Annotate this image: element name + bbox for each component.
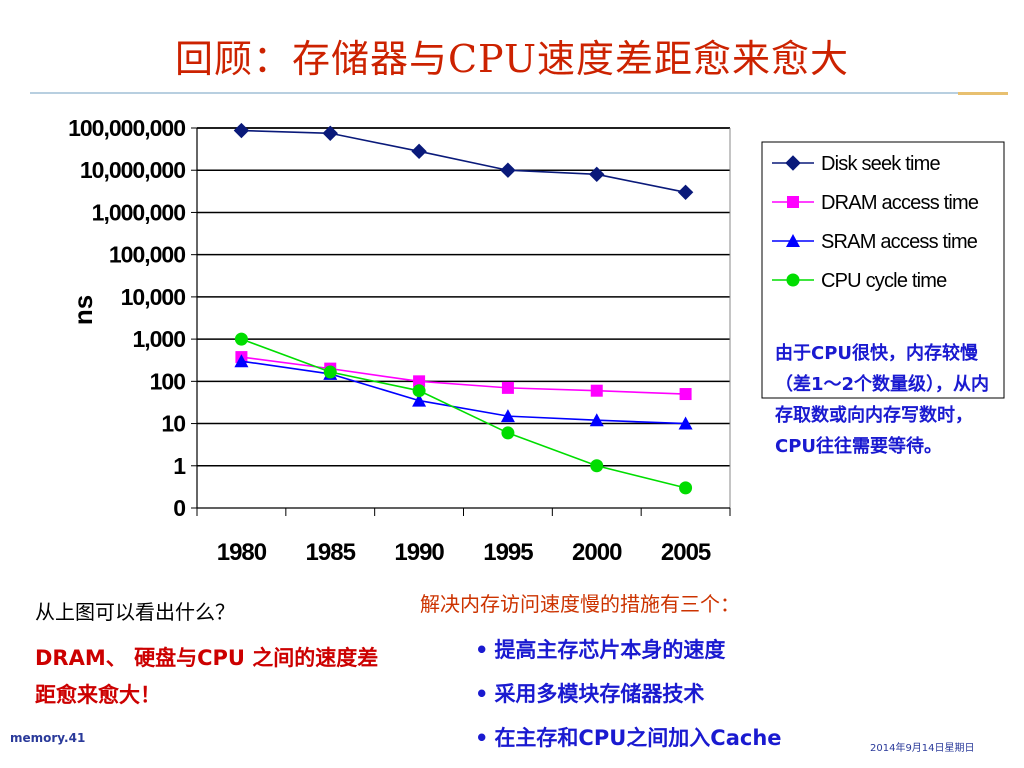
series-line — [241, 338, 686, 489]
latency-chart: 0 1 10 100 1,000 10,000 100,000 1,000,000 10,000… — [68, 115, 1005, 566]
data-point — [678, 416, 693, 430]
legend-label: Disk seek time — [821, 153, 941, 175]
x-tick-label: 1980 — [217, 539, 267, 566]
data-point — [234, 332, 248, 346]
data-point — [679, 481, 693, 495]
data-point — [500, 409, 515, 423]
series-line — [241, 360, 686, 425]
y-tick-label: 0 — [173, 495, 185, 521]
x-tick-label: 1985 — [306, 539, 356, 566]
data-point — [677, 184, 694, 201]
legend-label: CPU cycle time — [821, 270, 947, 292]
plot-area — [197, 128, 730, 508]
legend-marker — [786, 234, 800, 247]
data-point — [413, 375, 426, 388]
solutions-list: • 提高主存芯片本身的速度 • 采用多模块存储器技术 • 在主存和CPU之间加入Cac… — [475, 628, 782, 760]
legend-label: DRAM access time — [821, 192, 979, 214]
solution-item: • 在主存和CPU之间加入Cache — [475, 726, 782, 750]
question-text: 从上图可以看出什么？ — [35, 600, 235, 624]
legend-box — [761, 141, 1005, 399]
y-tick-label: 1,000,000 — [92, 199, 186, 225]
solutions-title: 解决内存访问速度慢的措施有三个： — [420, 592, 740, 616]
data-point — [234, 354, 249, 368]
data-point — [322, 125, 338, 141]
data-point — [323, 365, 337, 379]
series-line — [241, 129, 686, 194]
title-divider-accent — [958, 92, 1008, 95]
y-tick-label: 100,000 — [109, 242, 185, 268]
y-tick-label: 100 — [150, 368, 186, 394]
cpu-wait-annotation: 由于CPU很快，内存较慢（差1～2个数量级），从内存取数或向内存写数时，CPU往… — [775, 343, 990, 457]
data-point — [233, 122, 250, 139]
data-point — [589, 166, 605, 183]
y-tick-label: 1 — [173, 453, 186, 479]
y-tick-label: 10,000,000 — [80, 157, 185, 183]
legend-marker — [785, 155, 801, 171]
data-point — [589, 413, 604, 427]
slide-number: memory.41 — [10, 731, 86, 745]
title-divider — [30, 92, 1005, 94]
answer-text: DRAM、 硬盘与CPU 之间的速度差距愈来愈大！ — [35, 646, 379, 707]
x-tick-label: 2005 — [661, 539, 711, 566]
data-point — [679, 388, 692, 401]
y-axis-label: ns — [68, 295, 98, 325]
y-tick-label: 100,000,000 — [68, 115, 185, 141]
data-point — [590, 384, 603, 397]
data-point — [590, 459, 604, 473]
data-point — [500, 162, 516, 178]
slide-date: 2014年9月14日星期日 — [870, 743, 975, 754]
y-tick-label: 1,000 — [132, 326, 185, 352]
solution-item: • 采用多模块存储器技术 — [475, 682, 705, 706]
x-tick-label: 1995 — [483, 539, 533, 566]
data-point — [501, 381, 514, 394]
data-point — [412, 393, 427, 407]
y-tick-label: 10 — [161, 411, 185, 437]
y-tick-label: 10,000 — [121, 284, 186, 310]
legend-marker — [787, 196, 799, 208]
x-tick-label: 2000 — [572, 539, 622, 566]
solution-item: • 提高主存芯片本身的速度 — [475, 638, 726, 662]
slide-title: 回顾：存储器与CPU速度差距愈来愈大 — [174, 37, 849, 81]
data-point — [501, 426, 515, 440]
x-tick-label: 1990 — [394, 539, 444, 566]
data-point — [411, 143, 427, 160]
legend-label: SRAM access time — [821, 231, 978, 253]
legend: Disk seek time DRAM access time SRAM acces… — [761, 141, 1005, 399]
data-point — [412, 384, 426, 398]
legend-marker — [786, 273, 800, 287]
